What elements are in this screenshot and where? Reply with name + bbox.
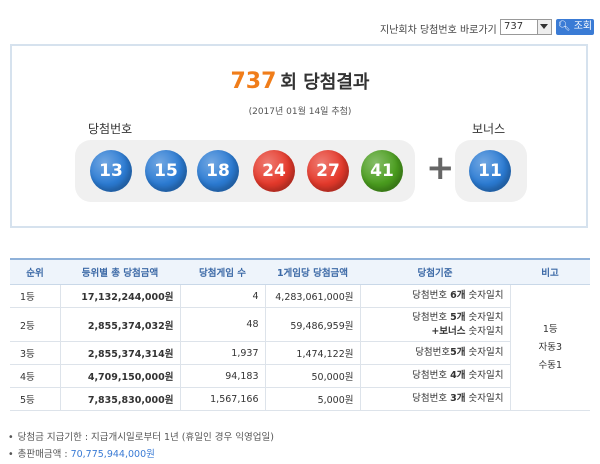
button-label: 조회 [573,21,593,32]
column-header: 1게임당 당첨금액 [265,258,360,285]
bonus-label: 보너스 [472,122,506,136]
criteria-text: +보너스 [431,325,466,337]
sales-label: 총판매금액 : [17,449,71,460]
column-header: 비고 [510,258,590,285]
column-header: 당첨게임 수 [180,258,265,285]
criteria-text: 5개 [450,311,466,323]
rank: 2등 [10,307,60,342]
lotto-ball: 27 [307,150,349,192]
bonus-panel: 11 [455,140,527,202]
criteria: 당첨번호 3개 숫자일치 [359,387,510,411]
criteria-line: 당첨번호 6개 숫자일치 [367,289,504,303]
round-number: 737 [230,69,277,94]
column-header: 당첨기준 [360,258,510,285]
winner-count: 1,567,166 [179,387,265,411]
draw-date: (2017년 01월 14일 추첨) [248,107,352,117]
criteria: 당첨번호5개 숫자일치 [359,341,510,365]
total-prize: 7,835,830,000원 [59,387,180,411]
rank: 5등 [10,387,60,411]
criteria-text: 숫자일치 [465,325,504,337]
criteria-text: 6개 [450,290,466,301]
prize-per-game: 50,000원 [264,364,360,388]
rank: 1등 [10,284,60,308]
criteria-text: 숫자일치 [465,311,504,323]
note-line: 자동3 [538,341,563,353]
plus-sign: + [426,148,455,188]
result-box [10,44,588,228]
criteria-text: 숫자일치 [465,370,504,381]
criteria: 당첨번호 4개 숫자일치 [359,364,510,388]
table-row: 5등 7,835,830,000원 1,567,166 5,000원 당첨번호 3개 숫… [10,387,590,411]
criteria-line: 당첨번호5개 숫자일치 [367,346,504,360]
criteria-text: 당첨번호 [412,311,451,323]
prize-per-game: 59,486,959원 [264,307,360,342]
total-prize: 2,855,374,032원 [59,307,180,342]
note-line: 1등 [542,323,558,335]
lotto-ball: 11 [469,150,511,192]
criteria-line: 당첨번호 5개 숫자일치 [367,311,504,325]
criteria-text: 숫자일치 [465,290,504,301]
criteria-text: 3개 [450,393,466,404]
criteria-text: 숫자일치 [465,347,504,358]
table-row: 4등 4,709,150,000원 94,183 50,000원 당첨번호 4개 숫자일… [10,364,590,388]
criteria-text: 당첨번호 [412,393,451,404]
criteria-text: 5개 [450,347,466,358]
criteria-line: 당첨번호 3개 숫자일치 [367,392,504,406]
criteria-line: 당첨번호 4개 숫자일치 [367,369,504,383]
note-line: 수동1 [538,359,563,371]
criteria-text: 당첨번호 [412,290,451,301]
criteria-text: 4개 [450,370,466,381]
rank: 4등 [10,364,60,388]
column-header: 순위 [10,258,60,285]
prize-per-game: 4,283,061,000원 [264,284,360,308]
criteria: 당첨번호 5개 숫자일치 +보너스 숫자일치 [359,307,510,342]
numbers-label: 당첨번호 [88,122,133,136]
rank: 3등 [10,341,60,365]
criteria-text: 당첨번호 [415,347,451,358]
winner-count: 4 [179,284,265,308]
criteria-text: 당첨번호 [412,370,451,381]
nav-label: 지난회차 당첨번호 바로가기 [380,25,497,36]
total-prize: 2,855,374,314원 [59,341,180,365]
lotto-ball: 18 [197,150,239,192]
sales-value: 70,775,944,000원 [70,449,155,460]
table-row: 2등 2,855,374,032원 48 59,486,959원 당첨번호 5개 숫자일… [10,307,590,342]
lotto-ball: 13 [90,150,132,192]
lotto-ball: 15 [145,150,187,192]
round-select[interactable]: 737 [500,19,552,35]
total-prize: 17,132,244,000원 [59,284,180,308]
sales-note: 총판매금액 : 70,775,944,000원 [8,446,155,460]
criteria-line: +보너스 숫자일치 [367,325,504,339]
criteria-text: 숫자일치 [465,393,504,404]
winner-count: 1,937 [179,341,265,365]
table-row: 1등 17,132,244,000원 4 4,283,061,000원 당첨번호 6개 … [10,284,590,411]
lotto-ball: 24 [253,150,295,192]
result-title: 737 회 당첨결과 [0,68,600,94]
prize-per-game: 1,474,122원 [264,341,360,365]
prize-table: 순위 등위별 총 당첨금액 당첨게임 수 1게임당 당첨금액 당첨기준 비고 1등 17,13… [10,258,590,411]
winner-count: 94,183 [179,364,265,388]
column-header: 등위별 총 당첨금액 [60,258,180,285]
numbers-panel: 13 15 18 24 27 41 [75,140,415,202]
prize-per-game: 5,000원 [264,387,360,411]
deadline-note: 당첨금 지급기한 : 지급개시일로부터 1년 (휴일인 경우 익영업일) [8,429,274,443]
lotto-ball: 41 [361,150,403,192]
criteria: 당첨번호 6개 숫자일치 [359,284,510,308]
total-prize: 4,709,150,000원 [59,364,180,388]
winner-count: 48 [179,307,265,342]
search-button[interactable]: 🔍︎ 조회 [556,19,594,35]
title-suffix: 회 당첨결과 [280,72,370,93]
table-row: 3등 2,855,374,314원 1,937 1,474,122원 당첨번호5개 숫자… [10,341,590,365]
